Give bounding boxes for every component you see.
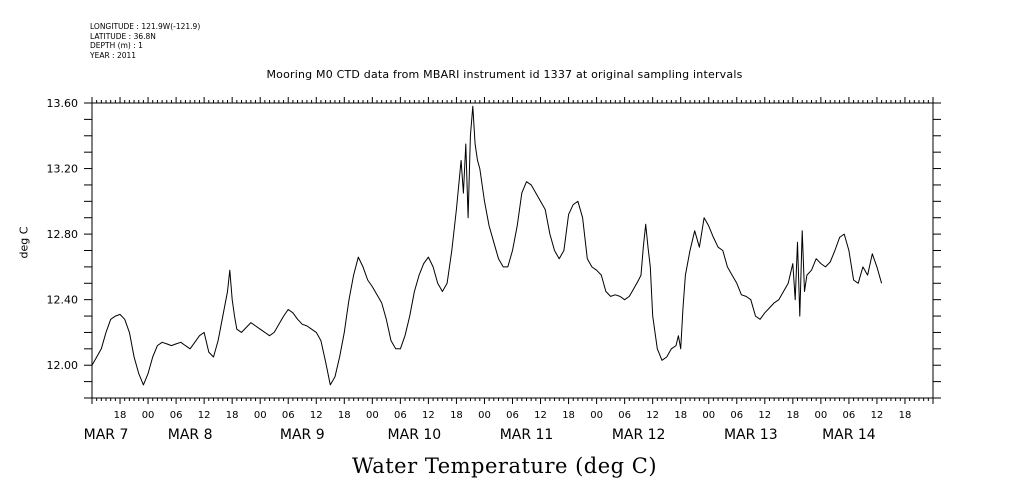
latitude-label: LATITUDE : 36.8N	[90, 31, 156, 41]
x-hour-tick-label: 06	[843, 410, 856, 421]
x-hour-tick-label: 00	[366, 410, 379, 421]
x-day-label: MAR 13	[724, 427, 778, 443]
y-tick-label: 12.40	[47, 294, 79, 307]
x-hour-tick-label: 12	[310, 410, 323, 421]
x-hour-tick-label: 00	[590, 410, 603, 421]
x-day-label: MAR 7	[84, 427, 129, 443]
x-hour-tick-label: 06	[506, 410, 519, 421]
x-hour-tick-label: 18	[338, 410, 351, 421]
x-hour-tick-label: 18	[899, 410, 912, 421]
x-day-label: MAR 14	[822, 427, 876, 443]
x-hour-tick-label: 12	[758, 410, 771, 421]
x-hour-tick-label: 00	[478, 410, 491, 421]
x-hour-tick-label: 18	[674, 410, 687, 421]
x-day-label: MAR 10	[388, 427, 442, 443]
longitude-label: LONGITUDE : 121.9W(-121.9)	[90, 22, 201, 31]
x-axis-label: Water Temperature (deg C)	[351, 454, 658, 478]
x-hour-tick-label: 00	[254, 410, 267, 421]
chart-title: Mooring M0 CTD data from MBARI instrumen…	[266, 68, 743, 81]
x-hour-tick-label: 06	[730, 410, 743, 421]
x-hour-tick-label: 18	[786, 410, 799, 421]
y-tick-label: 13.20	[47, 163, 79, 176]
x-hour-tick-label: 12	[646, 410, 659, 421]
x-day-label: MAR 9	[280, 427, 325, 443]
x-day-label: MAR 12	[612, 427, 666, 443]
tick-labels: 12.00 12.40 12.80 13.20 13.60 18 00 06 12 18 00 06 1…	[47, 97, 912, 443]
x-hour-tick-label: 06	[394, 410, 407, 421]
x-day-label: MAR 8	[168, 427, 213, 443]
y-tick-label: 12.00	[47, 359, 79, 372]
metadata-block: LONGITUDE : 121.9W(-121.9) LATITUDE : 36…	[90, 22, 200, 60]
year-label: YEAR : 2011	[90, 50, 137, 60]
x-hour-tick-label: 06	[282, 410, 295, 421]
x-hour-tick-label: 18	[450, 410, 463, 421]
temperature-series-line	[91, 105, 883, 386]
x-hour-tick-label: 18	[226, 410, 239, 421]
y-tick-label: 12.80	[47, 228, 79, 241]
x-hour-tick-label: 00	[142, 410, 155, 421]
x-hour-tick-label: 06	[170, 410, 183, 421]
x-hour-tick-label: 18	[562, 410, 575, 421]
x-hour-tick-label: 00	[702, 410, 715, 421]
x-hour-tick-label: 12	[422, 410, 435, 421]
x-hour-tick-label: 00	[814, 410, 827, 421]
x-day-label: MAR 11	[500, 427, 554, 443]
depth-label: DEPTH (m) : 1	[90, 41, 143, 50]
x-hour-tick-label: 06	[618, 410, 631, 421]
series-layer	[91, 105, 883, 386]
x-hour-tick-label: 12	[198, 410, 211, 421]
x-hour-tick-label: 12	[871, 410, 884, 421]
x-hour-tick-label: 18	[114, 410, 127, 421]
x-hour-tick-label: 12	[534, 410, 547, 421]
y-tick-label: 13.60	[47, 97, 79, 110]
ticks	[84, 97, 941, 404]
